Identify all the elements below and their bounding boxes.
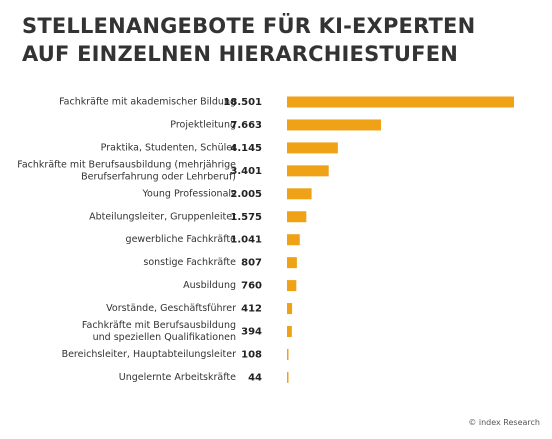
category-label: und speziellen Qualifikationen [93, 332, 236, 343]
bar [287, 326, 292, 337]
value-label: 412 [241, 304, 262, 315]
bar [287, 348, 289, 360]
value-label: 7.663 [230, 120, 262, 131]
category-label: Fachkräfte mit Berufsausbildung [82, 320, 236, 331]
value-label: 18.501 [223, 97, 262, 108]
value-label: 394 [241, 327, 262, 338]
category-label: Young Professionals [142, 188, 237, 199]
value-label: 108 [241, 349, 262, 360]
bar [287, 96, 514, 108]
chart-title: STELLENANGEBOTE FÜR KI-EXPERTEN AUF EINZ… [22, 12, 475, 68]
category-label: Ausbildung [183, 280, 236, 291]
category-label: Abteilungsleiter, Gruppenleiter [89, 211, 236, 222]
value-label: 4.145 [230, 143, 262, 154]
category-label: Vorstände, Geschäftsführer [106, 303, 236, 314]
bar [287, 188, 312, 200]
category-label: Fachkräfte mit Berufsausbildung (mehrjäh… [17, 159, 236, 170]
category-label: gewerbliche Fachkräfte [126, 234, 237, 245]
bar [287, 234, 300, 246]
bar [287, 257, 297, 269]
category-label: Projektleitung [170, 119, 236, 130]
value-label: 44 [248, 372, 262, 383]
bar [287, 142, 338, 154]
bar [287, 303, 293, 315]
source-credit: © index Research [468, 418, 540, 427]
title-line-2: AUF EINZELNEN HIERARCHIESTUFEN [22, 42, 459, 66]
value-label: 3.401 [230, 166, 262, 177]
bar [287, 119, 382, 131]
bar [287, 211, 307, 223]
category-label: Bereichsleiter, Hauptabteilungsleiter [62, 349, 237, 360]
value-label: 1.041 [230, 235, 262, 246]
category-label: Fachkräfte mit akademischer Bildung [59, 97, 236, 108]
bar [287, 371, 289, 383]
category-label: Ungelernte Arbeitskräfte [119, 372, 236, 383]
value-label: 2.005 [230, 189, 262, 200]
title-line-1: STELLENANGEBOTE FÜR KI-EXPERTEN [22, 14, 476, 38]
category-label: Praktika, Studenten, Schüler [101, 142, 236, 153]
value-label: 807 [241, 258, 262, 269]
category-label: sonstige Fachkräfte [143, 257, 236, 268]
bar [287, 280, 297, 292]
value-label: 760 [241, 281, 262, 292]
value-label: 1.575 [230, 212, 262, 223]
category-label: Berufserfahrung oder Lehrberuf) [81, 171, 236, 182]
bar [287, 165, 329, 177]
